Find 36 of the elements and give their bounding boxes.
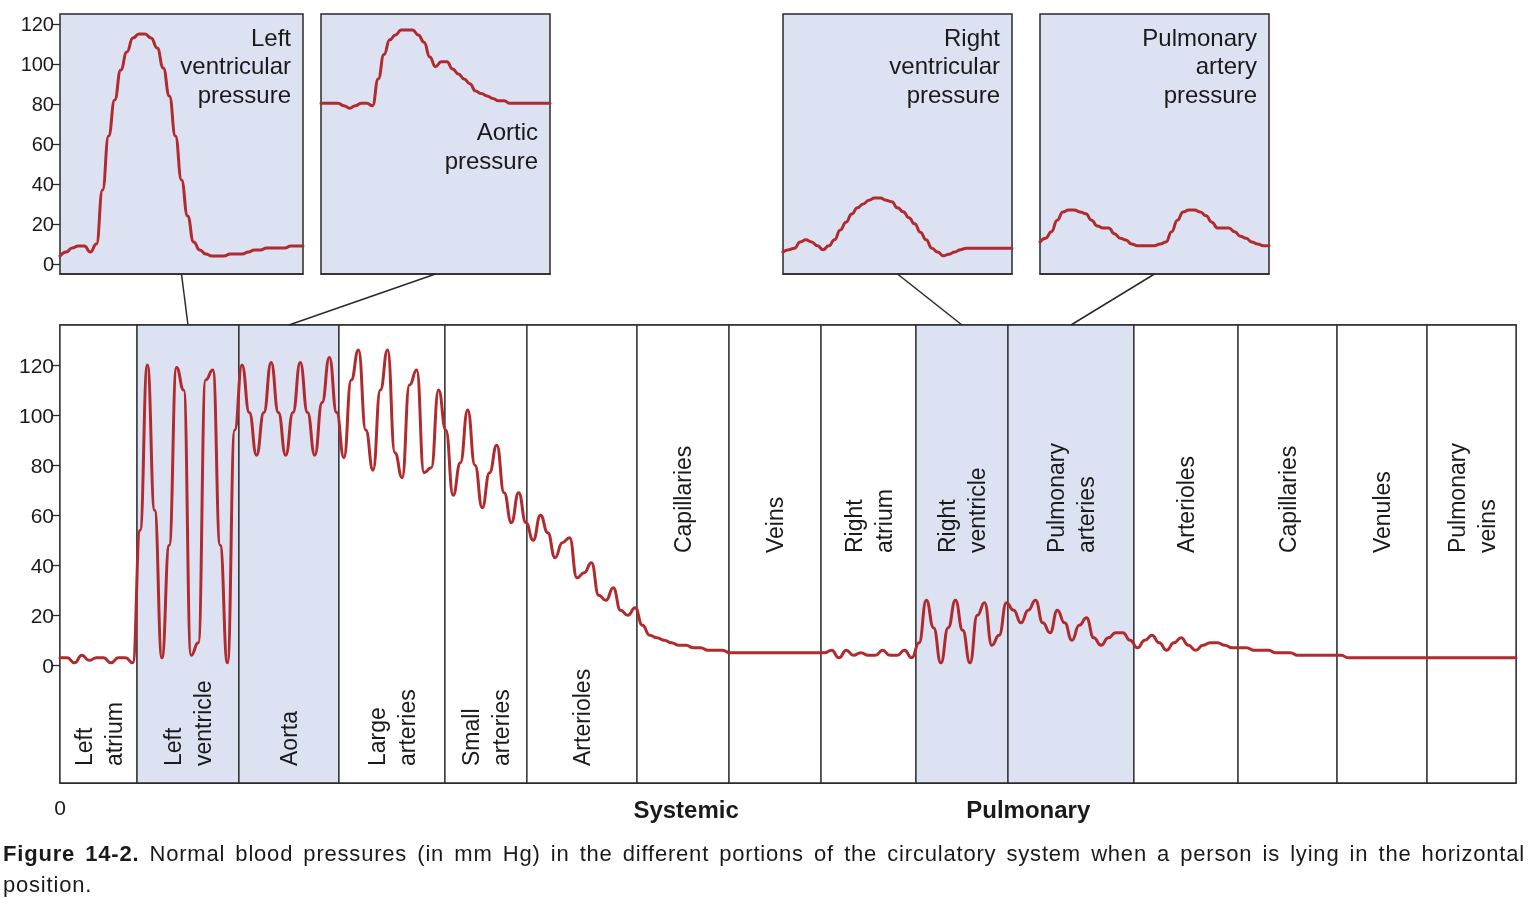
annotation: Right atrium xyxy=(840,489,897,554)
text: Aortic pressure xyxy=(444,118,538,174)
y-tick-label: 60 xyxy=(30,503,54,527)
annotation: Large arteries xyxy=(363,689,420,766)
y-tick-label: 120 xyxy=(20,13,54,35)
annotation: Veins xyxy=(762,496,789,554)
annotation: Capillaries xyxy=(1274,445,1301,554)
y-tick-label: 100 xyxy=(18,403,54,427)
x-tick-label: Systemic xyxy=(633,795,739,823)
annotation: Small arteries xyxy=(457,689,514,766)
chart-title: Pulmonary artery pressure xyxy=(1142,23,1257,108)
y-tick-label: 60 xyxy=(31,133,54,155)
y-tick-label: 0 xyxy=(42,653,54,677)
y-tick-label: 100 xyxy=(20,53,54,75)
y-tick-label: 20 xyxy=(30,603,54,627)
chart-title: Right ventricular pressure xyxy=(889,23,1001,108)
annotation: Arterioles xyxy=(1173,455,1199,554)
annotation: Right ventricle xyxy=(933,467,990,554)
annotation: Pulmonary veins xyxy=(1443,442,1500,554)
x-tick-label: Pulmonary xyxy=(966,795,1091,823)
annotation: Left atrium xyxy=(70,702,127,766)
annotation: Pulmonary arteries xyxy=(1042,442,1099,554)
y-tick-label: 80 xyxy=(30,453,54,477)
annotation: Capillaries xyxy=(670,445,697,554)
y-tick-label: 80 xyxy=(31,93,54,115)
y-tick-label: 40 xyxy=(30,553,54,577)
y-tick-label: 0 xyxy=(42,253,54,275)
annotation: Venules xyxy=(1369,471,1396,554)
text: Figure 14-2. Normal blood pressures (in mm Hg) in the different portions of the circulatory system when a person is lying in the horizontal position. xyxy=(3,841,1526,897)
y-tick-label: 40 xyxy=(31,173,54,195)
y-tick-label: 20 xyxy=(31,213,54,235)
annotation: Left ventricle xyxy=(159,680,216,766)
annotation: Arterioles xyxy=(568,668,595,766)
annotation: Aorta xyxy=(275,710,302,766)
y-tick-label: 120 xyxy=(18,353,54,377)
text: Left ventricular pressure xyxy=(180,23,292,108)
